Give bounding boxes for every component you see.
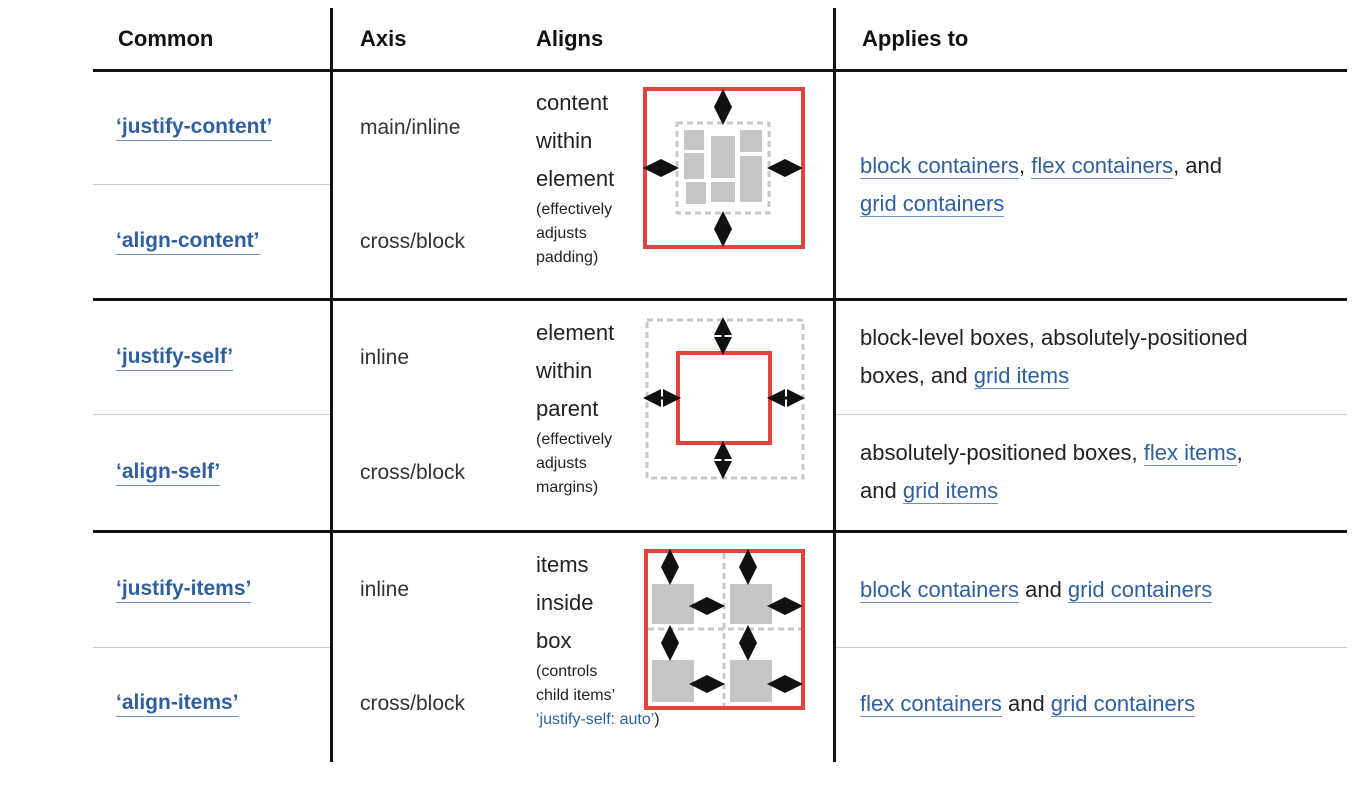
link-grid-containers[interactable]: grid containers xyxy=(1067,577,1213,603)
link-grid-items[interactable]: grid items xyxy=(973,363,1070,389)
aligns-note-code: ‘justify-self: auto’ xyxy=(536,711,655,728)
axis-cell: main/inline xyxy=(360,116,461,139)
applies-line: grid containers xyxy=(860,185,1330,223)
link-block-containers[interactable]: block containers xyxy=(860,153,1019,179)
aligns-line: box xyxy=(536,628,572,653)
group-rule-1 xyxy=(93,298,1347,301)
aligns-line: inside xyxy=(536,590,594,615)
aligns-note-line: margins) xyxy=(536,479,599,496)
property-link-align-items[interactable]: ‘align-items’ xyxy=(116,691,239,717)
aligns-line: parent xyxy=(536,396,599,421)
property-link-justify-items[interactable]: ‘justify-items’ xyxy=(116,577,252,603)
link-flex-containers[interactable]: flex containers xyxy=(860,691,1002,717)
header-axis: Axis xyxy=(360,26,407,51)
header-aligns: Aligns xyxy=(536,26,604,51)
aligns-cell: items inside box (controls child items’ … xyxy=(536,546,660,732)
table-row: ‘justify-self’ xyxy=(116,345,234,371)
applies-cell: absolutely-positioned boxes, flex items,… xyxy=(860,434,1330,510)
aligns-note-line: (effectively xyxy=(536,431,613,448)
header-rule xyxy=(93,69,1347,72)
link-block-containers[interactable]: block containers xyxy=(860,577,1019,603)
aligns-note-line: adjusts xyxy=(536,225,587,242)
column-divider-1 xyxy=(330,8,333,762)
row-rule-3a xyxy=(93,647,330,648)
axis-cell: cross/block xyxy=(360,461,466,484)
aligns-note-line: adjusts xyxy=(536,455,587,472)
header-applies-to: Applies to xyxy=(862,26,969,51)
applies-text: and xyxy=(1001,691,1051,716)
applies-line: flex containers and grid containers xyxy=(860,685,1330,723)
table-row: ‘justify-content’ xyxy=(116,115,273,141)
column-divider-2 xyxy=(833,8,836,762)
table-row: ‘align-content’ xyxy=(116,229,260,255)
applies-cell: block containers, flex containers, and g… xyxy=(860,147,1330,223)
applies-text: absolutely-positioned boxes, xyxy=(860,440,1144,465)
content-alignment-diagram-icon xyxy=(643,87,805,249)
applies-line: boxes, and grid items xyxy=(860,357,1330,395)
axis-cell: inline xyxy=(360,578,410,601)
applies-text: and xyxy=(1018,577,1068,602)
row-rule-2b xyxy=(836,414,1347,415)
link-flex-items[interactable]: flex items xyxy=(1143,440,1237,466)
property-link-align-self[interactable]: ‘align-self’ xyxy=(116,460,221,486)
applies-line: absolutely-positioned boxes, flex items, xyxy=(860,434,1330,472)
items-alignment-diagram-icon xyxy=(644,549,805,710)
aligns-line: within xyxy=(536,358,593,383)
applies-cell: flex containers and grid containers xyxy=(860,685,1330,723)
aligns-note-line: ‘justify-self: auto’) xyxy=(536,708,660,732)
applies-separator: , and xyxy=(1173,153,1223,178)
row-rule-2a xyxy=(93,414,330,415)
property-link-justify-self[interactable]: ‘justify-self’ xyxy=(116,345,234,371)
link-grid-items[interactable]: grid items xyxy=(902,478,999,504)
aligns-cell: content within element (effectively adju… xyxy=(536,84,646,270)
aligns-line: element xyxy=(536,320,615,345)
applies-cell: block-level boxes, absolutely-positioned… xyxy=(860,319,1330,395)
aligns-note-line: child items’ xyxy=(536,687,616,704)
link-flex-containers[interactable]: flex containers xyxy=(1031,153,1174,179)
self-alignment-diagram-icon xyxy=(643,317,805,480)
aligns-note-line: (controls xyxy=(536,663,598,680)
link-grid-containers[interactable]: grid containers xyxy=(860,191,1005,217)
property-link-align-content[interactable]: ‘align-content’ xyxy=(116,229,260,255)
axis-cell: cross/block xyxy=(360,230,466,253)
table-row: ‘align-self’ xyxy=(116,460,221,486)
aligns-cell: element within parent (effectively adjus… xyxy=(536,314,646,500)
applies-text: boxes, and xyxy=(860,363,974,388)
applies-line: block-level boxes, absolutely-positioned xyxy=(860,325,1248,350)
aligns-line: items xyxy=(536,552,589,577)
applies-line: block containers and grid containers xyxy=(860,571,1330,609)
table-row: ‘justify-items’ xyxy=(116,577,252,603)
row-rule-1 xyxy=(93,184,330,185)
applies-separator: , xyxy=(1018,153,1032,178)
aligns-note-line: (effectively xyxy=(536,201,613,218)
applies-text: and xyxy=(860,478,903,503)
applies-line: block containers, flex containers, and xyxy=(860,147,1330,185)
aligns-line: content xyxy=(536,90,609,115)
link-grid-containers[interactable]: grid containers xyxy=(1050,691,1196,717)
aligns-note-line: padding) xyxy=(536,249,599,266)
axis-cell: inline xyxy=(360,346,410,369)
aligns-note-end: ) xyxy=(654,711,660,728)
applies-separator: , xyxy=(1236,440,1243,465)
property-link-justify-content[interactable]: ‘justify-content’ xyxy=(116,115,273,141)
row-rule-3b xyxy=(836,647,1347,648)
aligns-line: element xyxy=(536,166,615,191)
aligns-line: within xyxy=(536,128,593,153)
header-common: Common xyxy=(118,26,214,51)
applies-cell: block containers and grid containers xyxy=(860,571,1330,609)
applies-line: and grid items xyxy=(860,472,1330,510)
table-row: ‘align-items’ xyxy=(116,691,239,717)
axis-cell: cross/block xyxy=(360,692,466,715)
group-rule-2 xyxy=(93,530,1347,533)
